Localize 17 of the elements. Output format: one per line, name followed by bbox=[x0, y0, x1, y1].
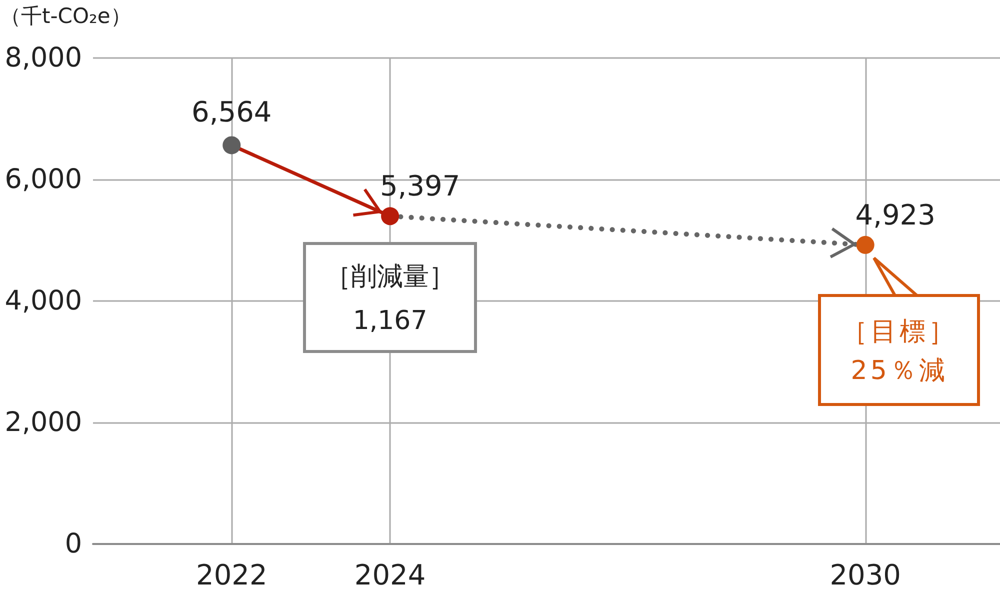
x-tick-label: 2022 bbox=[196, 558, 268, 589]
point bbox=[381, 207, 400, 226]
x-tick-label: 2030 bbox=[830, 558, 901, 589]
data-label: 5,397 bbox=[380, 170, 460, 203]
data-label: 6,564 bbox=[192, 96, 272, 129]
y-tick-label: 4,000 bbox=[4, 286, 82, 316]
point bbox=[856, 236, 874, 254]
y-tick-label: 6,000 bbox=[4, 164, 82, 195]
x-tick-label: 2024 bbox=[354, 558, 426, 589]
annotation: ［目標］ 25％減 bbox=[840, 316, 958, 388]
y-tick-label: 2,000 bbox=[4, 407, 82, 438]
y-tick-label: 8,000 bbox=[4, 42, 82, 74]
y-axis-title: （千t-CO₂e） bbox=[0, 3, 132, 30]
y-tick-label: 0 bbox=[64, 528, 82, 560]
annotation: ［削減量］ 1,167 bbox=[324, 261, 456, 338]
data-label: 4,923 bbox=[855, 198, 936, 232]
point bbox=[222, 136, 241, 154]
